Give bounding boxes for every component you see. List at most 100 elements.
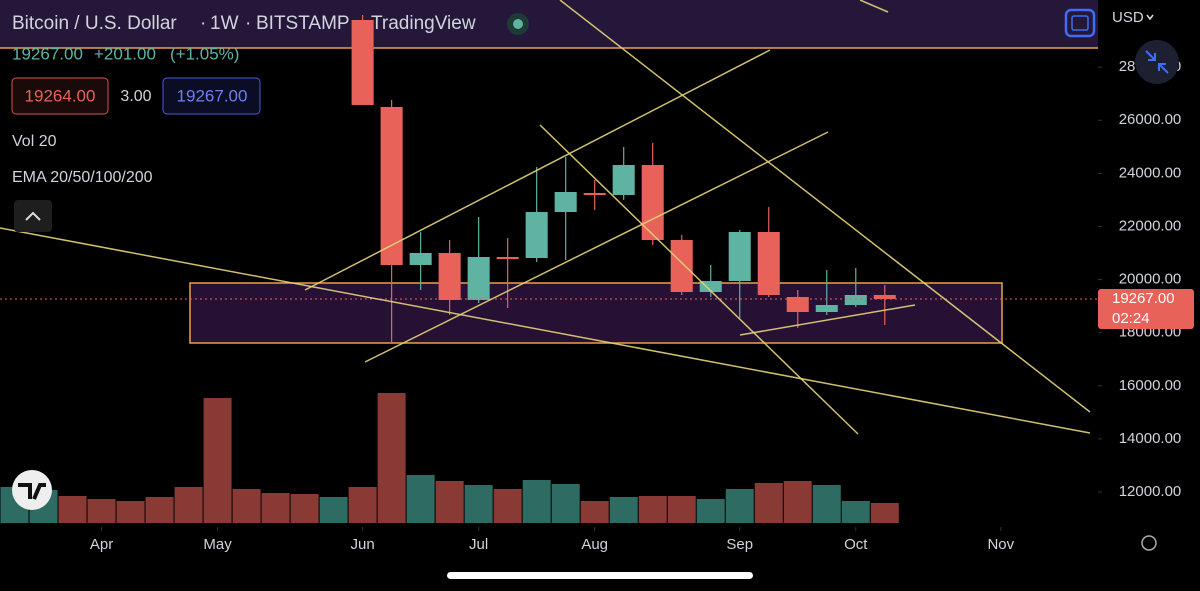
candle-body xyxy=(612,164,635,196)
candle-body xyxy=(728,231,751,282)
trendline xyxy=(859,0,889,13)
trendline xyxy=(0,227,1091,434)
zone-top xyxy=(0,0,1098,48)
bid-price[interactable]: 19264.00 xyxy=(25,86,96,105)
x-tick-label: Nov xyxy=(987,536,1014,553)
candle-body xyxy=(873,295,896,300)
volume-bar xyxy=(812,485,841,523)
x-tick-label: Sep xyxy=(726,536,753,553)
candle-body xyxy=(467,257,490,300)
price-change-pct: (+1.05%) xyxy=(170,44,239,63)
interval[interactable]: 1W xyxy=(210,13,239,34)
currency[interactable]: USD xyxy=(1112,9,1144,26)
compress-icon xyxy=(1145,50,1169,74)
chevron-icon xyxy=(25,211,41,221)
candle-body xyxy=(351,19,374,105)
y-tick-label: 20000.00 xyxy=(1119,271,1182,288)
axis: 12000.0014000.0016000.0018000.0020000.00… xyxy=(90,58,1194,553)
last-price-label: 19267.00 xyxy=(1112,290,1175,307)
ask-price[interactable]: 19267.00 xyxy=(177,86,248,105)
volume-bar xyxy=(638,496,667,523)
volume-bar xyxy=(551,484,580,523)
separator: · xyxy=(245,13,251,34)
volume-bar xyxy=(696,499,725,523)
volume-bar xyxy=(464,485,493,523)
candle-body xyxy=(786,296,809,312)
symbol-title: Bitcoin / U.S. Dollar xyxy=(12,13,177,34)
status-dot xyxy=(513,19,523,29)
fullscreen-icon xyxy=(1071,15,1089,31)
candle-body xyxy=(525,211,548,259)
candle-body xyxy=(583,193,606,196)
exchange: BITSTAMP xyxy=(256,13,350,34)
volume-bar xyxy=(58,496,87,523)
bar-countdown: 02:24 xyxy=(1112,310,1150,327)
candle-body xyxy=(757,231,780,296)
volume-bar xyxy=(348,487,377,523)
volume-bar xyxy=(290,494,319,523)
x-tick-label: Jul xyxy=(469,536,488,553)
x-tick-label: Aug xyxy=(581,536,608,553)
volume-bar xyxy=(377,393,406,523)
candle-body xyxy=(438,252,461,300)
volume-bar xyxy=(754,483,783,523)
trendline xyxy=(304,49,771,291)
last-price-tag xyxy=(1098,289,1194,330)
volume-bar xyxy=(493,489,522,523)
volume-bar xyxy=(580,501,609,523)
x-tick-label: Jun xyxy=(351,536,375,553)
volume-bar xyxy=(319,497,348,523)
volume-bar xyxy=(609,497,638,523)
volume-bar xyxy=(783,481,812,523)
buy-button[interactable] xyxy=(162,77,261,115)
volume-bar xyxy=(841,501,870,523)
candle-body xyxy=(670,240,693,293)
home-indicator xyxy=(447,572,753,579)
candle-body xyxy=(496,257,519,259)
candle-body xyxy=(699,281,722,293)
x-tick-label: Apr xyxy=(90,536,113,553)
x-tick-label: Oct xyxy=(844,536,868,553)
trendline xyxy=(364,131,829,363)
brand: TradingView xyxy=(371,13,476,34)
candle-body xyxy=(409,252,432,265)
volume-bar xyxy=(174,487,203,523)
volume-bar xyxy=(232,489,261,523)
trendline xyxy=(559,0,1091,413)
candle-body xyxy=(641,164,664,241)
volume-bar xyxy=(145,497,174,523)
y-tick-label: 24000.00 xyxy=(1119,164,1182,181)
separator: · xyxy=(200,13,206,34)
volume-bar xyxy=(435,481,464,523)
x-tick-label: May xyxy=(203,536,232,553)
candle-body xyxy=(815,305,838,312)
candle-body xyxy=(554,192,577,212)
trendline xyxy=(739,304,916,336)
indicator-label[interactable]: EMA 20/50/100/200 xyxy=(12,169,153,186)
y-tick-label: 14000.00 xyxy=(1119,430,1182,447)
trendline xyxy=(539,124,859,435)
spread: 3.00 xyxy=(120,88,151,105)
y-tick-label: 12000.00 xyxy=(1119,483,1182,500)
volume-bar xyxy=(406,475,435,523)
settings-button[interactable] xyxy=(1141,535,1157,551)
logo-mark xyxy=(18,483,46,500)
volume-bar xyxy=(522,480,551,523)
sell-button[interactable] xyxy=(11,77,109,115)
zone-box xyxy=(189,282,1003,344)
indicator-label[interactable]: Vol 20 xyxy=(12,133,57,150)
last-price: 19267.00 xyxy=(12,44,83,63)
volume-bar xyxy=(667,496,696,523)
y-tick-label: 26000.00 xyxy=(1119,111,1182,128)
compress-button[interactable] xyxy=(1135,40,1179,84)
y-tick-label: 16000.00 xyxy=(1119,377,1182,394)
collapse-legend-button[interactable] xyxy=(14,200,52,232)
price-change: +201.00 xyxy=(94,44,156,63)
volume-bar xyxy=(87,499,116,523)
dropdown-icon xyxy=(1146,14,1154,21)
fullscreen-button[interactable] xyxy=(1064,8,1096,38)
volume-bar xyxy=(725,489,754,523)
volume-bar xyxy=(870,503,899,523)
